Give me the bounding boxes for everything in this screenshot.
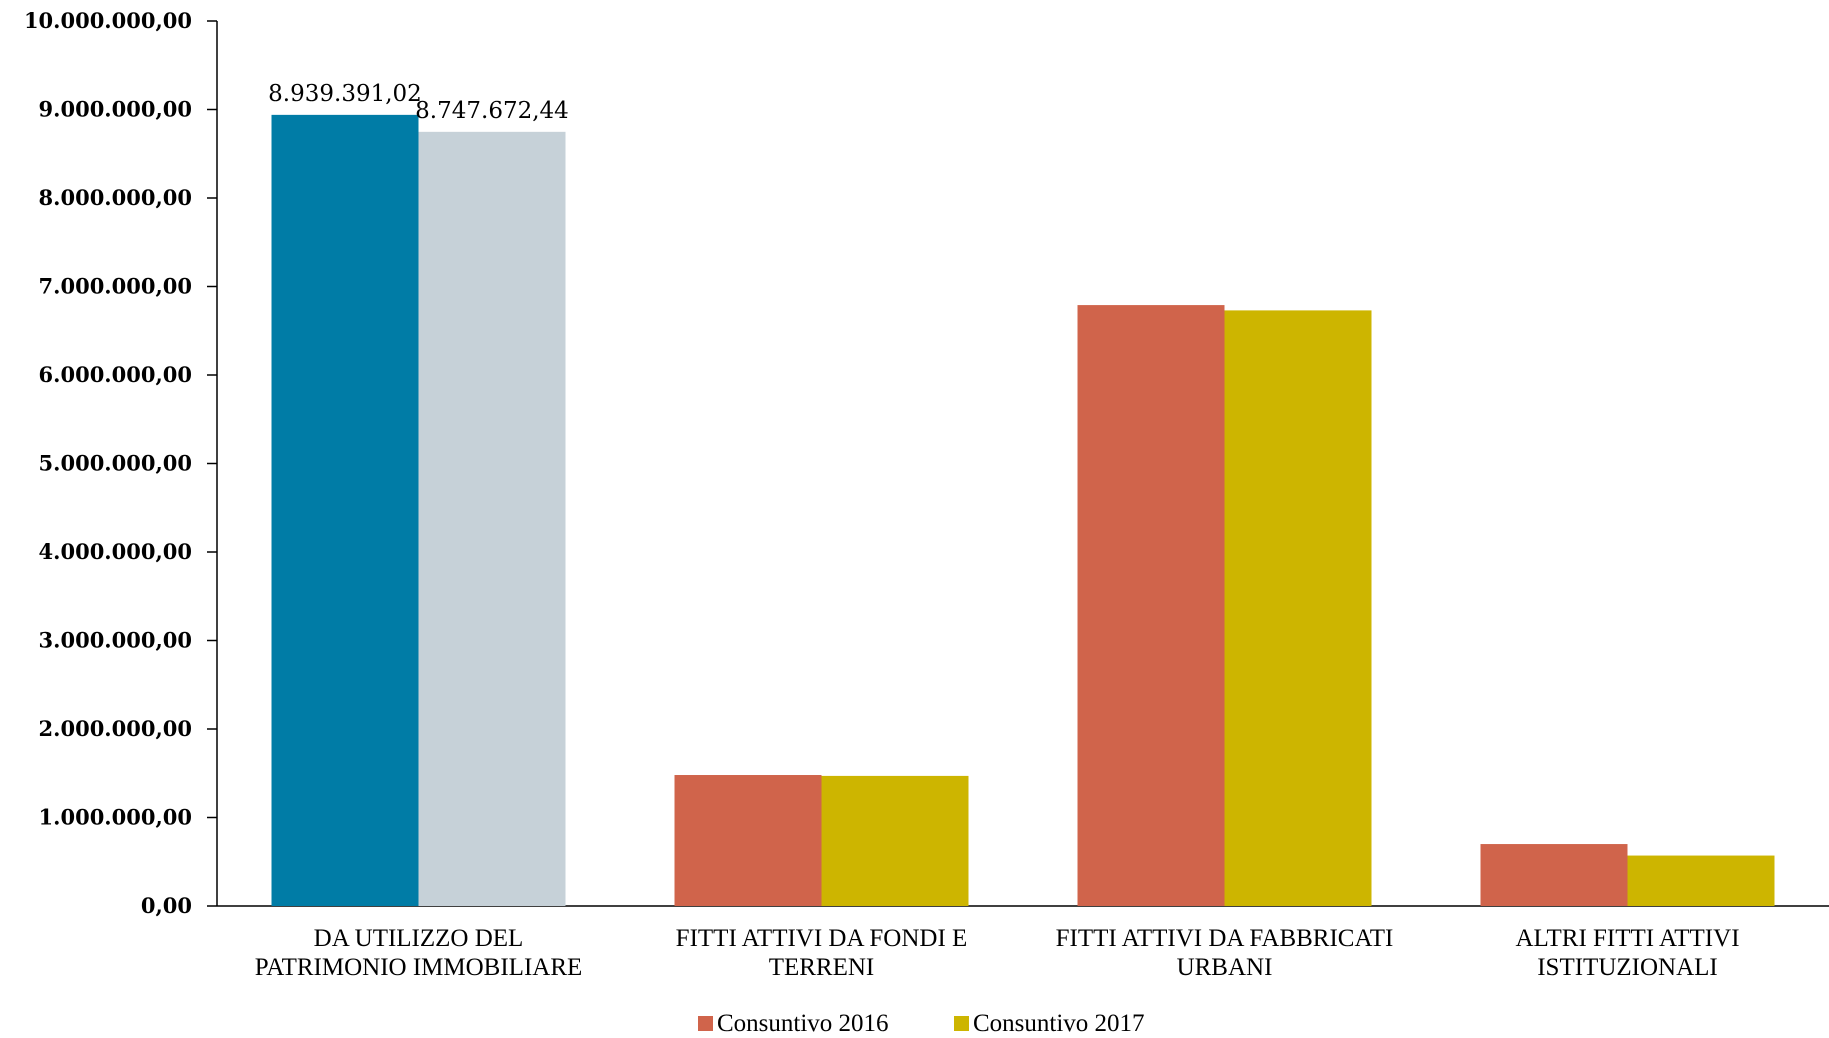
legend-label: Consuntivo 2017 [973, 1010, 1145, 1037]
bars [271, 114, 1775, 907]
x-tick-label: TERRENI [769, 954, 875, 981]
y-tick-label: 2.000.000,00 [39, 716, 192, 741]
legend-label: Consuntivo 2016 [717, 1010, 889, 1037]
y-tick-label: 1.000.000,00 [39, 805, 192, 830]
y-tick-label: 4.000.000,00 [39, 539, 192, 564]
y-tick-label: 9.000.000,00 [39, 97, 192, 122]
x-tick-label: DA UTILIZZO DEL [314, 925, 524, 952]
y-tick-label: 5.000.000,00 [39, 451, 192, 476]
bar [418, 131, 566, 906]
legend-swatch [698, 1016, 713, 1031]
y-tick-label: 0,00 [141, 893, 192, 918]
bar [1480, 844, 1628, 906]
y-tick-label: 6.000.000,00 [39, 362, 192, 387]
y-tick-label: 3.000.000,00 [39, 628, 192, 653]
y-tick-label: 10.000.000,00 [24, 8, 192, 33]
bar [1627, 855, 1775, 906]
bar [1224, 310, 1372, 906]
legend: Consuntivo 2016 Consuntivo 2017 [698, 1010, 1145, 1037]
data-label: 8.939.391,02 [268, 81, 422, 107]
bar [674, 775, 822, 906]
x-tick-label: PATRIMONIO IMMOBILIARE [255, 954, 583, 981]
legend-swatch [954, 1016, 969, 1031]
x-tick-label: FITTI ATTIVI DA FABBRICATI [1056, 925, 1394, 952]
x-tick-label: ALTRI FITTI ATTIVI [1515, 925, 1739, 952]
labels: 8.939.391,028.747.672,44 DA UTILIZZO DELP… [255, 81, 1740, 981]
y-tick-label: 8.000.000,00 [39, 185, 192, 210]
bar [271, 114, 419, 906]
x-tick-label: ISTITUZIONALI [1537, 954, 1718, 981]
x-tick-label: URBANI [1177, 954, 1273, 981]
data-label: 8.747.672,44 [415, 98, 569, 124]
bar [1077, 305, 1225, 907]
y-tick-label: 7.000.000,00 [39, 274, 192, 299]
bar [821, 775, 969, 906]
x-tick-label: FITTI ATTIVI DA FONDI E [676, 925, 968, 952]
axes: 0,00 1.000.000,00 2.000.000,00 3.000.000,00… [24, 8, 1829, 918]
